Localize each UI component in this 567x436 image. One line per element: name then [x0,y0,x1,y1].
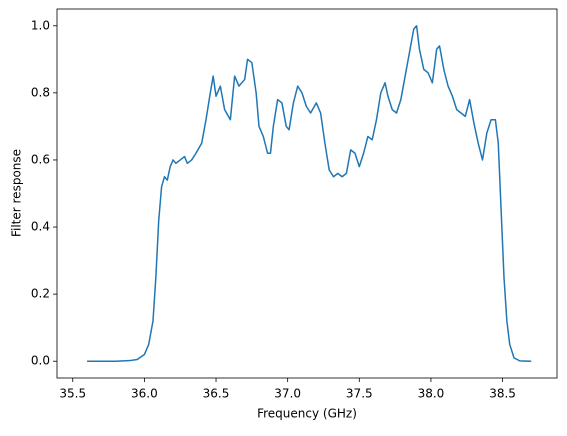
y-tick-label: 0.4 [31,220,50,234]
plot-frame [56,8,558,379]
x-tick-label: 35.5 [59,387,86,401]
y-tick-label: 0.0 [31,354,50,368]
data-line [87,25,532,362]
x-tick-label: 36.5 [203,387,230,401]
y-tick-label: 0.2 [31,287,50,301]
x-tick-label: 38.0 [418,387,445,401]
x-tick-label: 38.5 [489,387,516,401]
x-tick-label: 37.5 [346,387,373,401]
x-tick-label: 36.0 [131,387,158,401]
y-tick-label: 0.6 [31,152,50,166]
y-tick-label: 0.8 [31,85,50,99]
y-axis-label: Filter response [10,149,24,237]
x-axis-label: Frequency (GHz) [257,407,357,421]
x-tick-label: 37.0 [274,387,301,401]
y-tick-label: 1.0 [31,18,50,32]
